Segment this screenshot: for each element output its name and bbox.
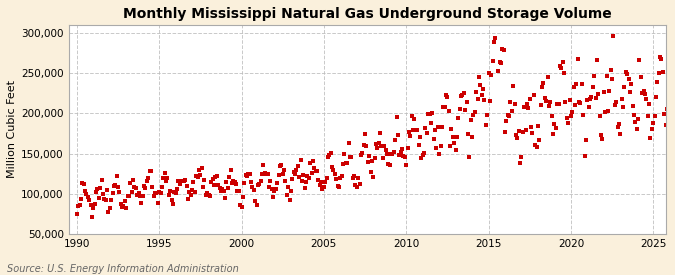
Title: Monthly Mississippi Natural Gas Underground Storage Volume: Monthly Mississippi Natural Gas Undergro… <box>123 7 612 21</box>
Text: Source: U.S. Energy Information Administration: Source: U.S. Energy Information Administ… <box>7 264 238 274</box>
Y-axis label: Million Cubic Feet: Million Cubic Feet <box>7 80 17 178</box>
